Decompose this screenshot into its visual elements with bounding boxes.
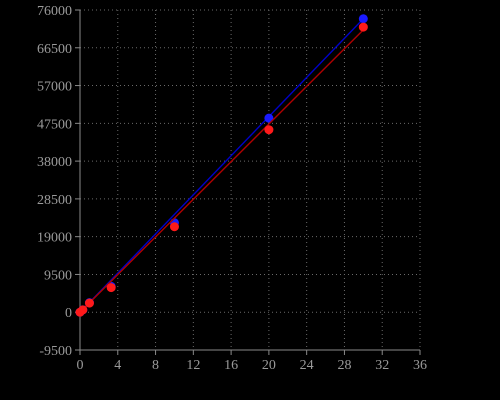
y-tick-label: 66500 — [37, 42, 72, 57]
x-tick-label: 4 — [114, 358, 121, 373]
y-axis-ticks: -9500 0 9500 19000 28500 38000 47500 57000 66500… — [37, 4, 80, 359]
series-2-point — [106, 283, 116, 293]
y-tick-label: 76000 — [37, 4, 72, 19]
y-tick-label: 9500 — [44, 268, 72, 283]
x-tick-label: 8 — [152, 358, 159, 373]
series-2-point — [84, 298, 94, 308]
series-1-point — [358, 14, 368, 24]
y-tick-label: 47500 — [37, 117, 72, 132]
y-tick-label: 28500 — [37, 193, 72, 208]
axes — [79, 10, 420, 351]
x-tick-label: 36 — [413, 358, 427, 373]
x-tick-label: 28 — [337, 358, 351, 373]
y-tick-label: 38000 — [37, 155, 72, 170]
series-2-point — [78, 305, 88, 315]
series-2-point — [264, 125, 274, 135]
y-tick-label: 0 — [65, 306, 72, 321]
series-2-point — [358, 22, 368, 32]
series-1-point — [264, 113, 274, 123]
grid — [80, 9, 421, 350]
x-tick-label: 16 — [224, 358, 238, 373]
x-tick-label: 20 — [262, 358, 276, 373]
x-axis-ticks: 0 4 8 12 16 20 24 28 32 36 — [77, 350, 427, 373]
x-tick-label: 0 — [77, 358, 84, 373]
x-tick-label: 12 — [186, 358, 200, 373]
plot-series — [75, 14, 368, 317]
y-tick-label: -9500 — [39, 344, 72, 359]
series-1-fit-line — [79, 18, 364, 313]
series-1 — [75, 14, 368, 317]
x-tick-label: 32 — [375, 358, 389, 373]
x-tick-label: 24 — [300, 358, 314, 373]
series-2 — [75, 22, 368, 317]
y-tick-label: 57000 — [37, 80, 72, 95]
y-tick-label: 19000 — [37, 231, 72, 246]
series-2-point — [169, 222, 179, 232]
series-2-fit-line — [79, 29, 364, 313]
